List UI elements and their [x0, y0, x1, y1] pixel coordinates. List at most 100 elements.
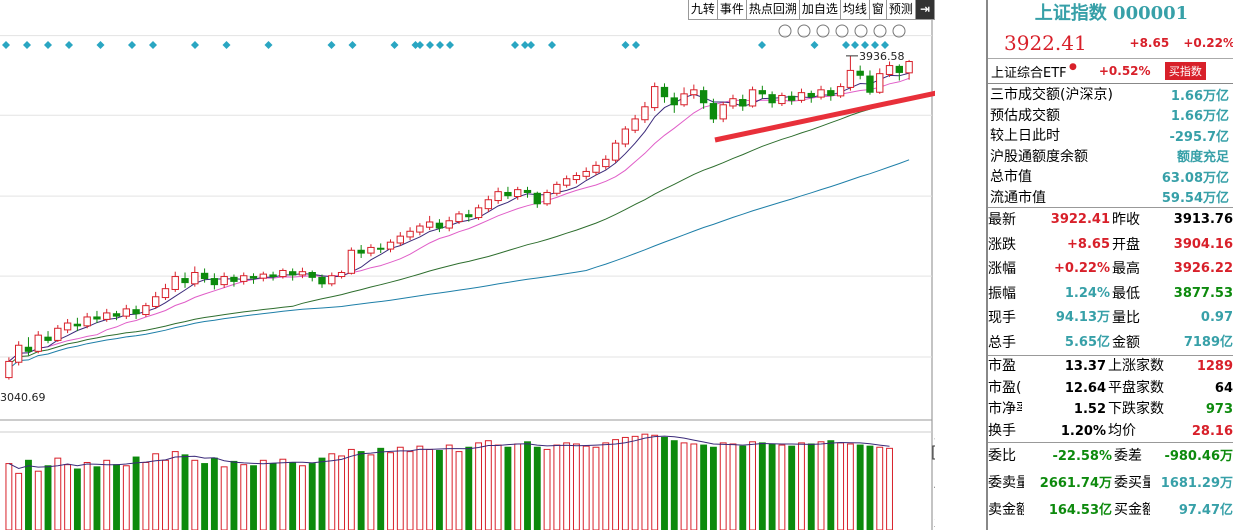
volume-bar — [621, 436, 629, 530]
etf-name[interactable]: 上证综合ETF — [991, 65, 1067, 81]
volume-bar — [34, 470, 42, 530]
volume-bar — [259, 459, 267, 530]
volume-bar — [758, 442, 766, 530]
toolbar-item-2[interactable]: 热点回溯 — [746, 0, 800, 20]
toolbar-item-3[interactable]: 加自选 — [799, 0, 841, 20]
volume-bar — [602, 442, 610, 530]
toolbar-item-6[interactable]: 预测 — [886, 0, 916, 20]
back-icon[interactable] — [854, 24, 868, 38]
candle-body — [690, 89, 698, 96]
volume-bar — [73, 468, 81, 530]
quotes-label: 最新 — [988, 212, 1016, 228]
low-marker-label: 3040.69 — [0, 391, 46, 404]
volume-bar — [113, 464, 120, 530]
stats-value: 28.16 — [1191, 423, 1233, 439]
candle-body — [474, 207, 483, 219]
volume-bar — [886, 447, 893, 530]
crosshair-icon[interactable] — [778, 24, 792, 38]
orders-label: 委买量 — [1114, 475, 1150, 491]
stats-label: 市盈(动) — [988, 379, 1022, 396]
signal-diamond — [149, 41, 157, 49]
candle-body — [827, 90, 835, 96]
orders-value: 164.53亿 — [1048, 503, 1112, 518]
toolbar-item-1[interactable]: 事件 — [717, 0, 747, 20]
order-grid: 委比 -22.58%委差 -980.46万委卖量 2661.74万委买量 1681.29… — [988, 443, 1233, 524]
zoom-out-icon[interactable] — [892, 24, 906, 38]
volume-bar — [328, 453, 336, 530]
candle-body — [73, 323, 82, 327]
eye-icon[interactable] — [816, 24, 830, 38]
candle-body — [719, 104, 727, 120]
volume-bar — [778, 444, 786, 530]
turnover-label: 三市成交额(沪深京) — [990, 87, 1113, 104]
volume-bar — [827, 440, 835, 530]
camera-icon[interactable] — [835, 24, 849, 38]
ma60-line — [8, 159, 910, 370]
kline-chart-area[interactable]: 398637893589339131913936.583040.69805.47… — [0, 0, 935, 530]
candle-body — [905, 61, 913, 74]
quotes-value: 3913.76 — [1173, 212, 1233, 227]
etf-row[interactable]: 上证综合ETF ● +0.52% 买指数 — [988, 59, 1233, 84]
pen-icon[interactable] — [797, 24, 811, 38]
quotes-value: 5.65亿 — [1064, 334, 1110, 350]
candle-body — [44, 336, 52, 341]
kline-chart-svg[interactable]: 398637893589339131913936.583040.69805.47… — [0, 0, 935, 530]
volume-bar — [592, 446, 600, 530]
orders-value: 97.47亿 — [1178, 503, 1233, 518]
price-change: +8.65 — [1129, 36, 1170, 50]
buy-index-button[interactable]: 买指数 — [1164, 62, 1206, 80]
volume-bar — [132, 456, 140, 530]
candle-body — [269, 274, 277, 278]
signal-diamond — [436, 41, 444, 49]
annotation-arrow — [714, 90, 935, 143]
candle-body — [406, 230, 414, 238]
volume-bar — [670, 440, 678, 530]
stats-label: 平盘家数 — [1108, 379, 1164, 396]
volume-bar — [553, 444, 561, 530]
stats-label: 市净率 — [988, 401, 1022, 417]
turnover-value: 额度充足 — [1176, 150, 1229, 166]
candle-body — [445, 220, 453, 229]
zoom-in-icon[interactable] — [873, 24, 887, 38]
arrow-right-bar-icon[interactable]: ⇥ — [915, 0, 935, 20]
candle-body — [318, 276, 326, 285]
volume-bar — [15, 472, 23, 530]
turnover-row: 三市成交额(沪深京) 1.66万亿 — [988, 84, 1233, 105]
toolbar-item-5[interactable]: 窗 — [869, 0, 887, 20]
turnover-value: 63.08万亿 — [1161, 170, 1229, 186]
volume-bar — [494, 444, 502, 530]
candle-body — [142, 305, 150, 316]
candle-body — [885, 65, 894, 75]
volume-bar — [220, 466, 228, 530]
high-marker-label: 3936.58 — [859, 50, 905, 63]
candle-body — [758, 90, 767, 95]
turnover-row: 较上日此时 -295.7亿 — [988, 125, 1233, 146]
volume-bar — [651, 434, 659, 530]
candle-body — [699, 90, 708, 104]
orders-label: 委卖量 — [988, 475, 1024, 491]
signal-diamond — [327, 41, 336, 49]
toolbar-item-0[interactable]: 九转 — [688, 0, 718, 20]
stats-label: 均价 — [1108, 422, 1136, 439]
signal-diamond — [411, 41, 420, 49]
candle-body — [621, 128, 630, 145]
quotes-value: +8.65 — [1067, 236, 1110, 252]
quotes-value: 3922.41 — [1050, 212, 1110, 227]
candle-body — [386, 241, 395, 250]
volume-bar — [269, 463, 277, 530]
candle-body — [807, 92, 815, 98]
quote-side-panel: 上证指数 000001 3922.41 +8.65 +0.22% 上证综合ETF… — [986, 0, 1233, 530]
candle-body — [83, 316, 91, 327]
orders-label: 买金额 — [1114, 502, 1150, 518]
volume-bar — [5, 463, 13, 530]
volume-bar — [856, 444, 864, 530]
volume-ma-line — [8, 435, 890, 470]
toolbar-item-4[interactable]: 均线 — [840, 0, 870, 20]
volume-bar — [572, 443, 580, 530]
candle-body — [748, 89, 757, 107]
signal-diamond — [851, 41, 859, 49]
quotes-value: 3904.16 — [1173, 236, 1233, 252]
candle-body — [797, 92, 806, 101]
signal-diamond — [881, 41, 889, 49]
signal-diamond — [446, 41, 454, 49]
